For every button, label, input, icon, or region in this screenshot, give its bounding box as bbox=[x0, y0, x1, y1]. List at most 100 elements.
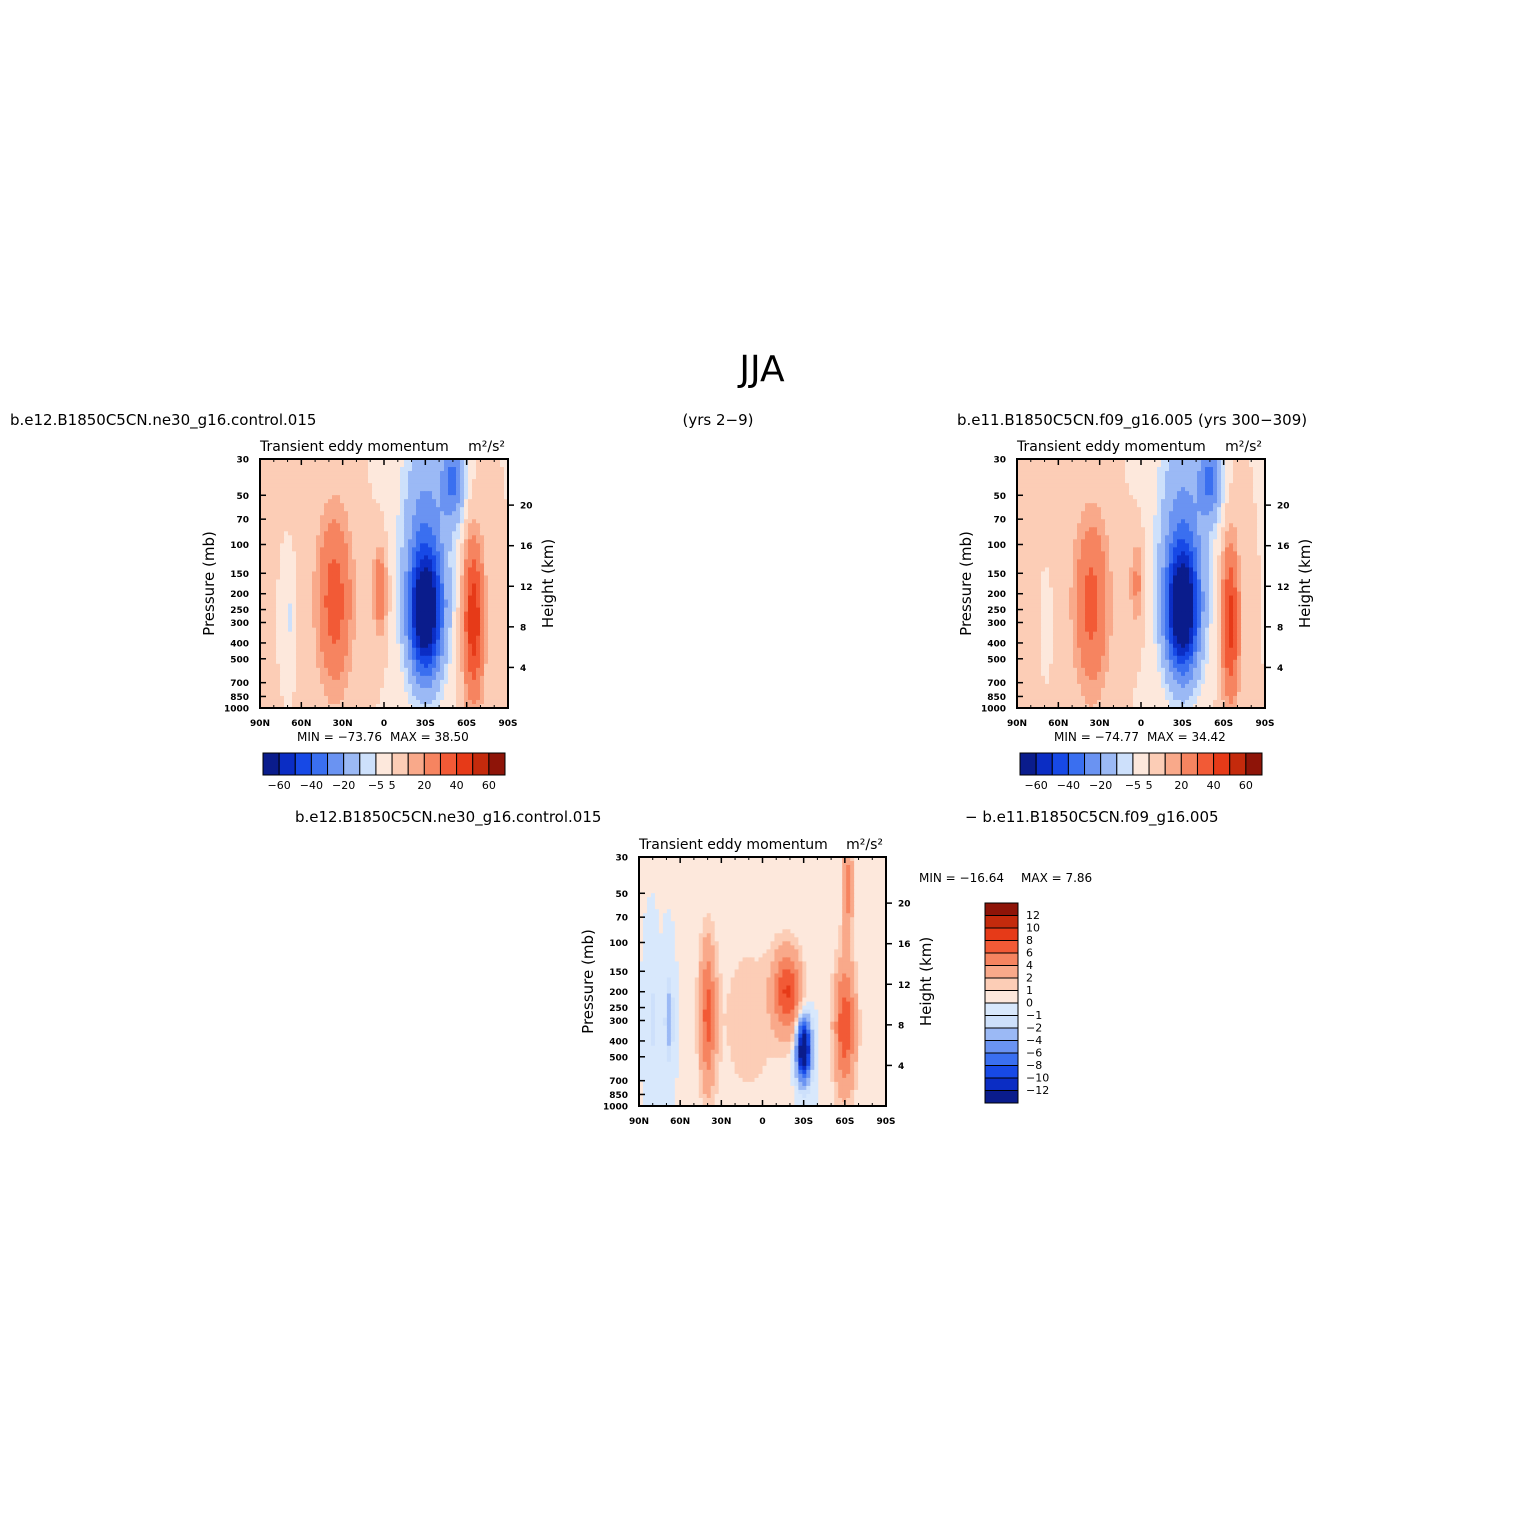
contour-cell bbox=[364, 479, 369, 484]
contour-cell bbox=[300, 607, 305, 613]
contour-cell bbox=[1253, 483, 1258, 488]
contour-cell bbox=[476, 539, 481, 544]
contour-cell bbox=[1109, 487, 1114, 492]
contour-cell bbox=[480, 567, 485, 573]
contour-cell bbox=[344, 527, 349, 532]
contour-cell bbox=[472, 579, 477, 585]
contour-cell bbox=[464, 463, 469, 468]
contour-cell bbox=[460, 603, 465, 609]
contour-cell bbox=[444, 659, 449, 665]
contour-cell bbox=[384, 491, 389, 496]
contour-cell bbox=[392, 543, 397, 548]
contour-cell bbox=[404, 571, 409, 577]
contour-cell bbox=[428, 687, 433, 693]
contour-cell bbox=[476, 619, 481, 625]
contour-cell bbox=[1109, 475, 1114, 480]
contour-cell bbox=[364, 651, 369, 657]
contour-cell bbox=[396, 519, 401, 524]
contour-cell bbox=[400, 547, 405, 552]
contour-cell bbox=[408, 695, 413, 701]
contour-cell bbox=[260, 647, 265, 653]
contour-cell bbox=[472, 627, 477, 633]
contour-cell bbox=[316, 675, 321, 681]
contour-cell bbox=[460, 499, 465, 504]
contour-cell bbox=[268, 479, 273, 484]
contour-cell bbox=[404, 535, 409, 540]
contour-cell bbox=[388, 647, 393, 653]
contour-cell bbox=[456, 495, 461, 500]
contour-cell bbox=[1041, 503, 1046, 508]
contour-cell bbox=[352, 483, 357, 488]
contour-cell bbox=[264, 559, 269, 565]
contour-cell bbox=[296, 555, 301, 561]
contour-cell bbox=[1157, 471, 1162, 476]
contour-cell bbox=[400, 631, 405, 637]
contour-cell bbox=[328, 559, 333, 565]
contour-cell bbox=[492, 539, 497, 544]
contour-cell bbox=[356, 499, 361, 504]
header-center: (yrs 2−9) bbox=[683, 411, 754, 429]
contour-cell bbox=[324, 599, 329, 605]
contour-cell bbox=[284, 691, 289, 697]
contour-cell bbox=[1061, 519, 1066, 524]
contour-cell bbox=[344, 523, 349, 528]
contour-cell bbox=[500, 507, 505, 512]
contour-cell bbox=[496, 599, 501, 605]
contour-cell bbox=[1181, 463, 1186, 468]
contour-cell bbox=[320, 491, 325, 496]
contour-cell bbox=[1129, 471, 1134, 476]
contour-cell bbox=[496, 651, 501, 657]
contour-cell bbox=[324, 507, 329, 512]
contour-cell bbox=[396, 695, 401, 701]
colorbar-swatch bbox=[472, 752, 490, 776]
contour-cell bbox=[1021, 511, 1026, 516]
contour-cell bbox=[472, 563, 477, 569]
contour-cell bbox=[272, 611, 277, 617]
contour-cell bbox=[412, 647, 417, 653]
contour-cell bbox=[1085, 487, 1090, 492]
contour-cell bbox=[364, 527, 369, 532]
contour-cell bbox=[472, 639, 477, 645]
contour-cell bbox=[420, 687, 425, 693]
contour-cell bbox=[464, 563, 469, 569]
contour-cell bbox=[396, 511, 401, 516]
contour-cell bbox=[260, 523, 265, 528]
contour-cell bbox=[452, 463, 457, 468]
contour-cell bbox=[360, 467, 365, 472]
contour-cell bbox=[376, 535, 381, 540]
contour-cell bbox=[392, 579, 397, 585]
contour-cell bbox=[1061, 511, 1066, 516]
contour-cell bbox=[440, 523, 445, 528]
contour-cell bbox=[316, 687, 321, 693]
contour-cell bbox=[472, 635, 477, 641]
contour-cell bbox=[336, 583, 341, 589]
contour-cell bbox=[480, 679, 485, 685]
contour-cell bbox=[1141, 523, 1146, 528]
contour-cell bbox=[476, 519, 481, 524]
contour-cell bbox=[360, 459, 365, 464]
contour-cell bbox=[428, 547, 433, 552]
contour-cell bbox=[404, 635, 409, 641]
contour-cell bbox=[480, 615, 485, 621]
contour-cell bbox=[464, 523, 469, 528]
contour-cell bbox=[288, 679, 293, 685]
contour-cell bbox=[348, 579, 353, 585]
contour-cell bbox=[452, 675, 457, 681]
contour-cell bbox=[496, 555, 501, 561]
contour-cell bbox=[288, 495, 293, 500]
contour-cell bbox=[364, 519, 369, 524]
contour-cell bbox=[1185, 503, 1190, 508]
contour-cell bbox=[280, 583, 285, 589]
contour-cell bbox=[416, 507, 421, 512]
contour-cell bbox=[460, 555, 465, 561]
contour-cell bbox=[264, 519, 269, 524]
contour-cell bbox=[264, 535, 269, 540]
contour-cell bbox=[292, 695, 297, 701]
contour-cell bbox=[1109, 519, 1114, 524]
contour-cell bbox=[1253, 511, 1258, 516]
contour-cell bbox=[500, 595, 505, 601]
contour-cell bbox=[1029, 463, 1034, 468]
contour-cell bbox=[356, 543, 361, 548]
contour-cell bbox=[428, 479, 433, 484]
contour-cell bbox=[304, 575, 309, 581]
